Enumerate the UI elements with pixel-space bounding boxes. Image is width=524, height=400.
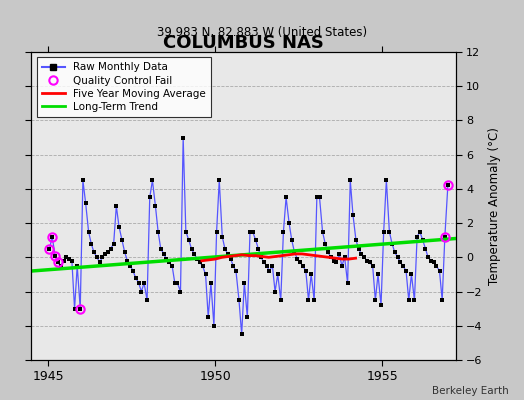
Title: COLUMBUS NAS: COLUMBUS NAS: [163, 34, 324, 52]
Y-axis label: Temperature Anomaly (°C): Temperature Anomaly (°C): [488, 127, 501, 285]
Text: Berkeley Earth: Berkeley Earth: [432, 386, 508, 396]
Legend: Raw Monthly Data, Quality Control Fail, Five Year Moving Average, Long-Term Tren: Raw Monthly Data, Quality Control Fail, …: [37, 57, 211, 117]
Text: 39.983 N, 82.883 W (United States): 39.983 N, 82.883 W (United States): [157, 26, 367, 39]
